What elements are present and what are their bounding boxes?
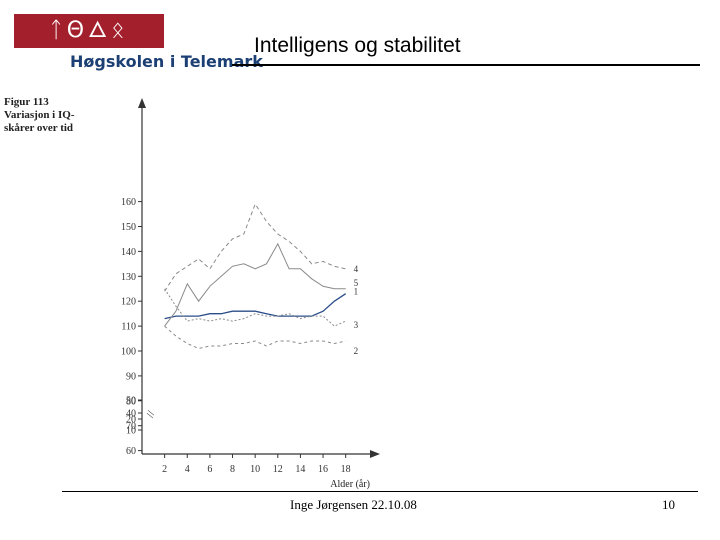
page-number: 10 — [662, 497, 675, 512]
series-label-1: 1 — [354, 287, 359, 297]
footer-rule — [62, 491, 698, 492]
series-label-3: 3 — [354, 320, 359, 330]
series-label-4: 4 — [354, 264, 359, 274]
x-axis-arrow — [370, 450, 380, 458]
y-tick-label: 140 — [121, 247, 136, 258]
series-label-2: 2 — [354, 346, 359, 356]
y-tick-label: 120 — [121, 297, 136, 308]
title-underline — [232, 64, 700, 66]
y-tick-label: 80 — [126, 396, 136, 407]
y-tick-label: 160 — [121, 197, 136, 208]
x-tick-label: 18 — [341, 464, 351, 475]
caption-line-1: Figur 113 — [4, 96, 49, 108]
y-axis-break: // — [144, 409, 158, 420]
series-line-1 — [164, 293, 347, 320]
x-tick-label: 2 — [162, 464, 167, 475]
x-tick-label: 4 — [185, 464, 190, 475]
x-tick-label: 6 — [207, 464, 212, 475]
y-tick-label: 10 — [126, 426, 136, 437]
logo-banner — [14, 14, 164, 48]
school-name: Høgskolen i Telemark — [70, 52, 263, 71]
y-tick-label: 60 — [126, 446, 136, 457]
y-tick-label: 70 — [126, 421, 136, 432]
x-tick-label: 14 — [295, 464, 305, 475]
caption-line-3: skårer over tid — [4, 122, 74, 134]
series-label-5: 5 — [354, 278, 359, 288]
x-tick-label: 8 — [230, 464, 235, 475]
y-tick-label: 110 — [121, 322, 136, 333]
series-line-5 — [164, 242, 346, 327]
chart-axes — [138, 98, 380, 458]
series-labels: 1 2 3 4 5 — [354, 264, 359, 356]
footer-author-date: Inge Jørgensen 22.10.08 — [290, 497, 417, 512]
caption-line-2: Variasjon i IQ- — [4, 109, 75, 121]
x-axis-ticks: 2 4 6 8 10 12 14 16 18 — [162, 454, 351, 475]
y-tick-label: 50 — [126, 396, 136, 407]
x-tick-label: 10 — [250, 464, 260, 475]
slide-title: Intelligens og stabilitet — [254, 34, 461, 57]
x-tick-label: 16 — [318, 464, 328, 475]
chart-series — [164, 203, 347, 350]
x-axis-label: Alder (år) — [330, 479, 370, 490]
y-tick-label: 130 — [121, 272, 136, 283]
series-line-2 — [164, 325, 346, 350]
x-tick-label: 12 — [273, 464, 283, 475]
logo-glyphs: ᛏΘ🜂ᛟ — [49, 18, 129, 43]
y-tick-label: 90 — [126, 371, 136, 382]
y-tick-label: 40 — [126, 409, 136, 420]
y-axis-arrow — [138, 98, 146, 108]
series-line-4 — [164, 203, 346, 292]
y-tick-label: 20 — [126, 415, 136, 426]
y-tick-label: 150 — [121, 222, 136, 233]
figure-caption: Figur 113 Variasjon i IQ- skårer over ti… — [4, 96, 94, 135]
series-line-3 — [164, 288, 346, 327]
y-tick-label: 100 — [121, 347, 136, 358]
